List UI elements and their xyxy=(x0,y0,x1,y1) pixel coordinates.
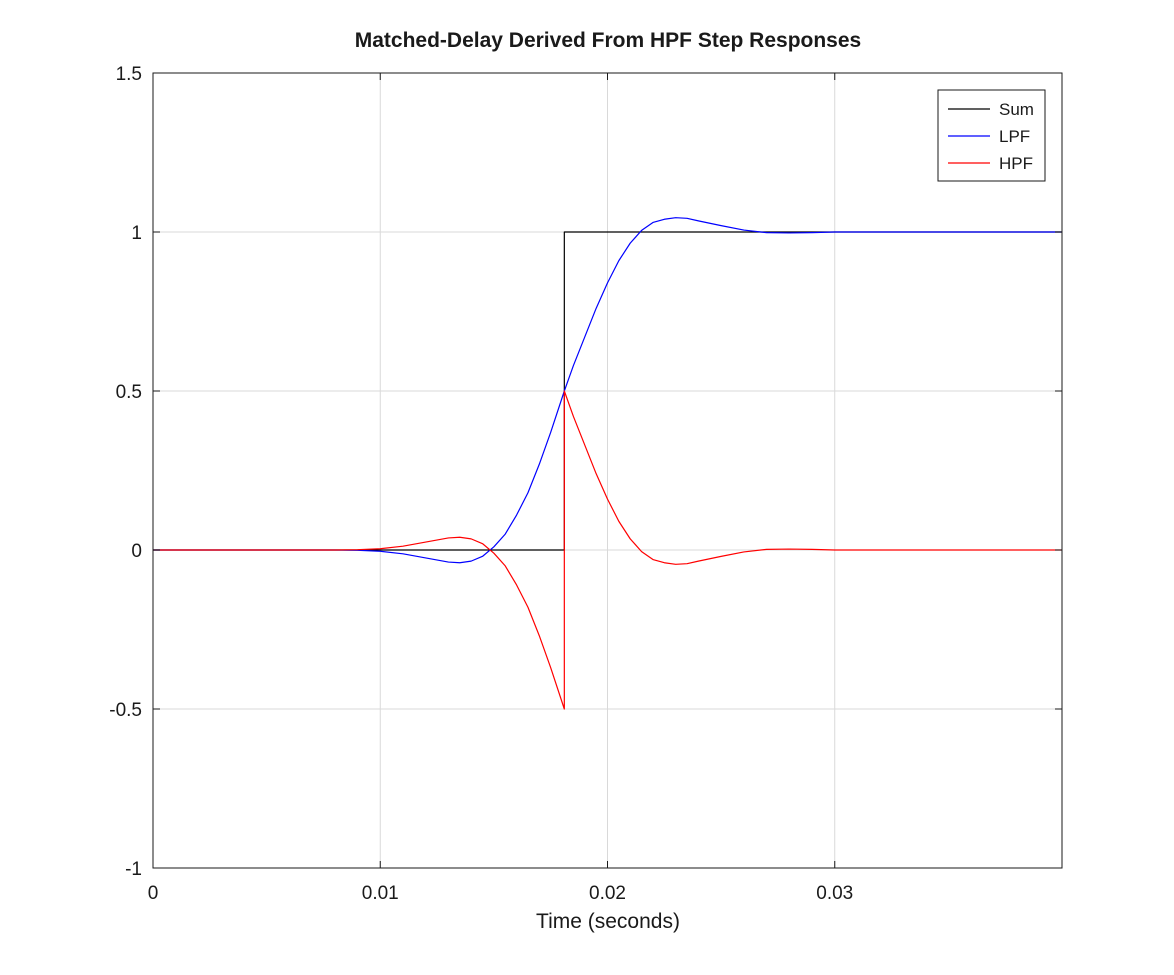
y-tick-label: -0.5 xyxy=(109,700,142,721)
grid-lines xyxy=(152,72,1062,869)
x-tick-label: 0.02 xyxy=(589,883,626,904)
legend-label-hpf: HPF xyxy=(999,154,1033,173)
series-lines xyxy=(153,217,1062,710)
x-tick-label: 0 xyxy=(148,883,159,904)
y-tick-label: 0 xyxy=(131,541,142,562)
series-line-hpf xyxy=(153,390,1062,710)
legend-label-lpf: LPF xyxy=(999,127,1030,146)
chart-title: Matched-Delay Derived From HPF Step Resp… xyxy=(355,29,861,52)
x-axis-label: Time (seconds) xyxy=(536,910,680,933)
y-tick-label: 0.5 xyxy=(116,382,142,403)
x-tick-label: 0.03 xyxy=(816,883,853,904)
y-tick-label: 1.5 xyxy=(116,64,142,85)
legend: Sum LPF HPF xyxy=(937,89,1046,182)
series-line-lpf xyxy=(153,217,1062,564)
x-tick-label: 0.01 xyxy=(362,883,399,904)
y-tick-label: -1 xyxy=(125,859,142,880)
legend-label-sum: Sum xyxy=(999,100,1034,119)
axis-ticks: 0 0.01 0.02 0.03 -1 -0.5 0 0.5 1 1.5 xyxy=(109,64,1062,904)
y-tick-label: 1 xyxy=(131,223,142,244)
